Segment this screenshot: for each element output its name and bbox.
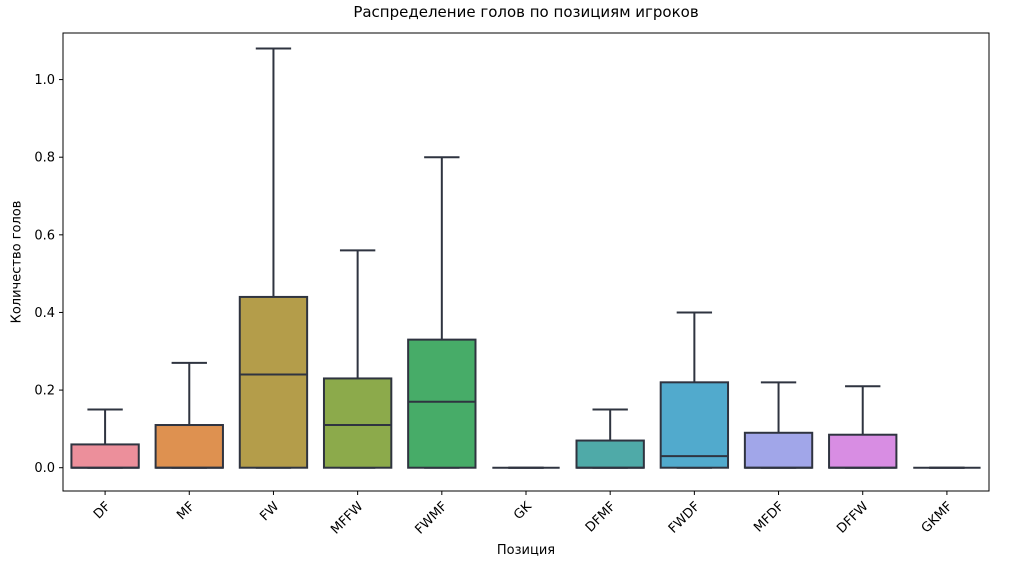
y-tick-label: 0.2 (34, 384, 55, 399)
box-DFMF (575, 408, 645, 469)
box-FWDF (659, 311, 730, 469)
box-MFFW (322, 249, 393, 469)
x-tick-label: DFFW (834, 499, 871, 536)
iqr-box (828, 433, 898, 469)
box-MFDF (743, 381, 814, 469)
iqr-box (154, 424, 224, 469)
y-tick-label: 0.8 (34, 151, 55, 166)
iqr-box (238, 295, 309, 469)
x-tick-label: FW (257, 499, 282, 524)
x-tick-label: DF (91, 499, 114, 522)
y-tick-label: 1.0 (34, 73, 55, 88)
x-tick-label: MFFW (328, 499, 366, 537)
chart-title: Распределение голов по позициям игроков (353, 3, 699, 21)
box-FW (238, 47, 309, 469)
x-tick-label: MFDF (751, 499, 787, 535)
y-axis-label: Количество голов (9, 200, 25, 324)
x-tick-label: FWMF (412, 499, 450, 537)
iqr-box (659, 381, 730, 469)
iqr-box (575, 439, 645, 469)
plot-area (62, 32, 990, 492)
x-tick-label: GK (511, 499, 535, 523)
iqr-box (407, 338, 477, 469)
y-tick-label: 0.0 (34, 461, 55, 476)
x-tick-label: FWDF (666, 499, 703, 536)
box-DFFW (828, 385, 898, 469)
x-axis-label: Позиция (496, 543, 556, 558)
iqr-box (743, 431, 814, 469)
y-tick-label: 0.4 (34, 306, 55, 321)
iqr-box (322, 377, 393, 469)
box-DF (70, 408, 140, 469)
box-MF (154, 361, 224, 469)
x-tick-label: GKMF (919, 499, 956, 536)
iqr-box (70, 443, 140, 469)
box-FWMF (407, 156, 477, 469)
y-tick-label: 0.6 (34, 228, 55, 243)
x-tick-label: MF (174, 499, 198, 523)
x-tick-label: DFMF (583, 499, 619, 535)
